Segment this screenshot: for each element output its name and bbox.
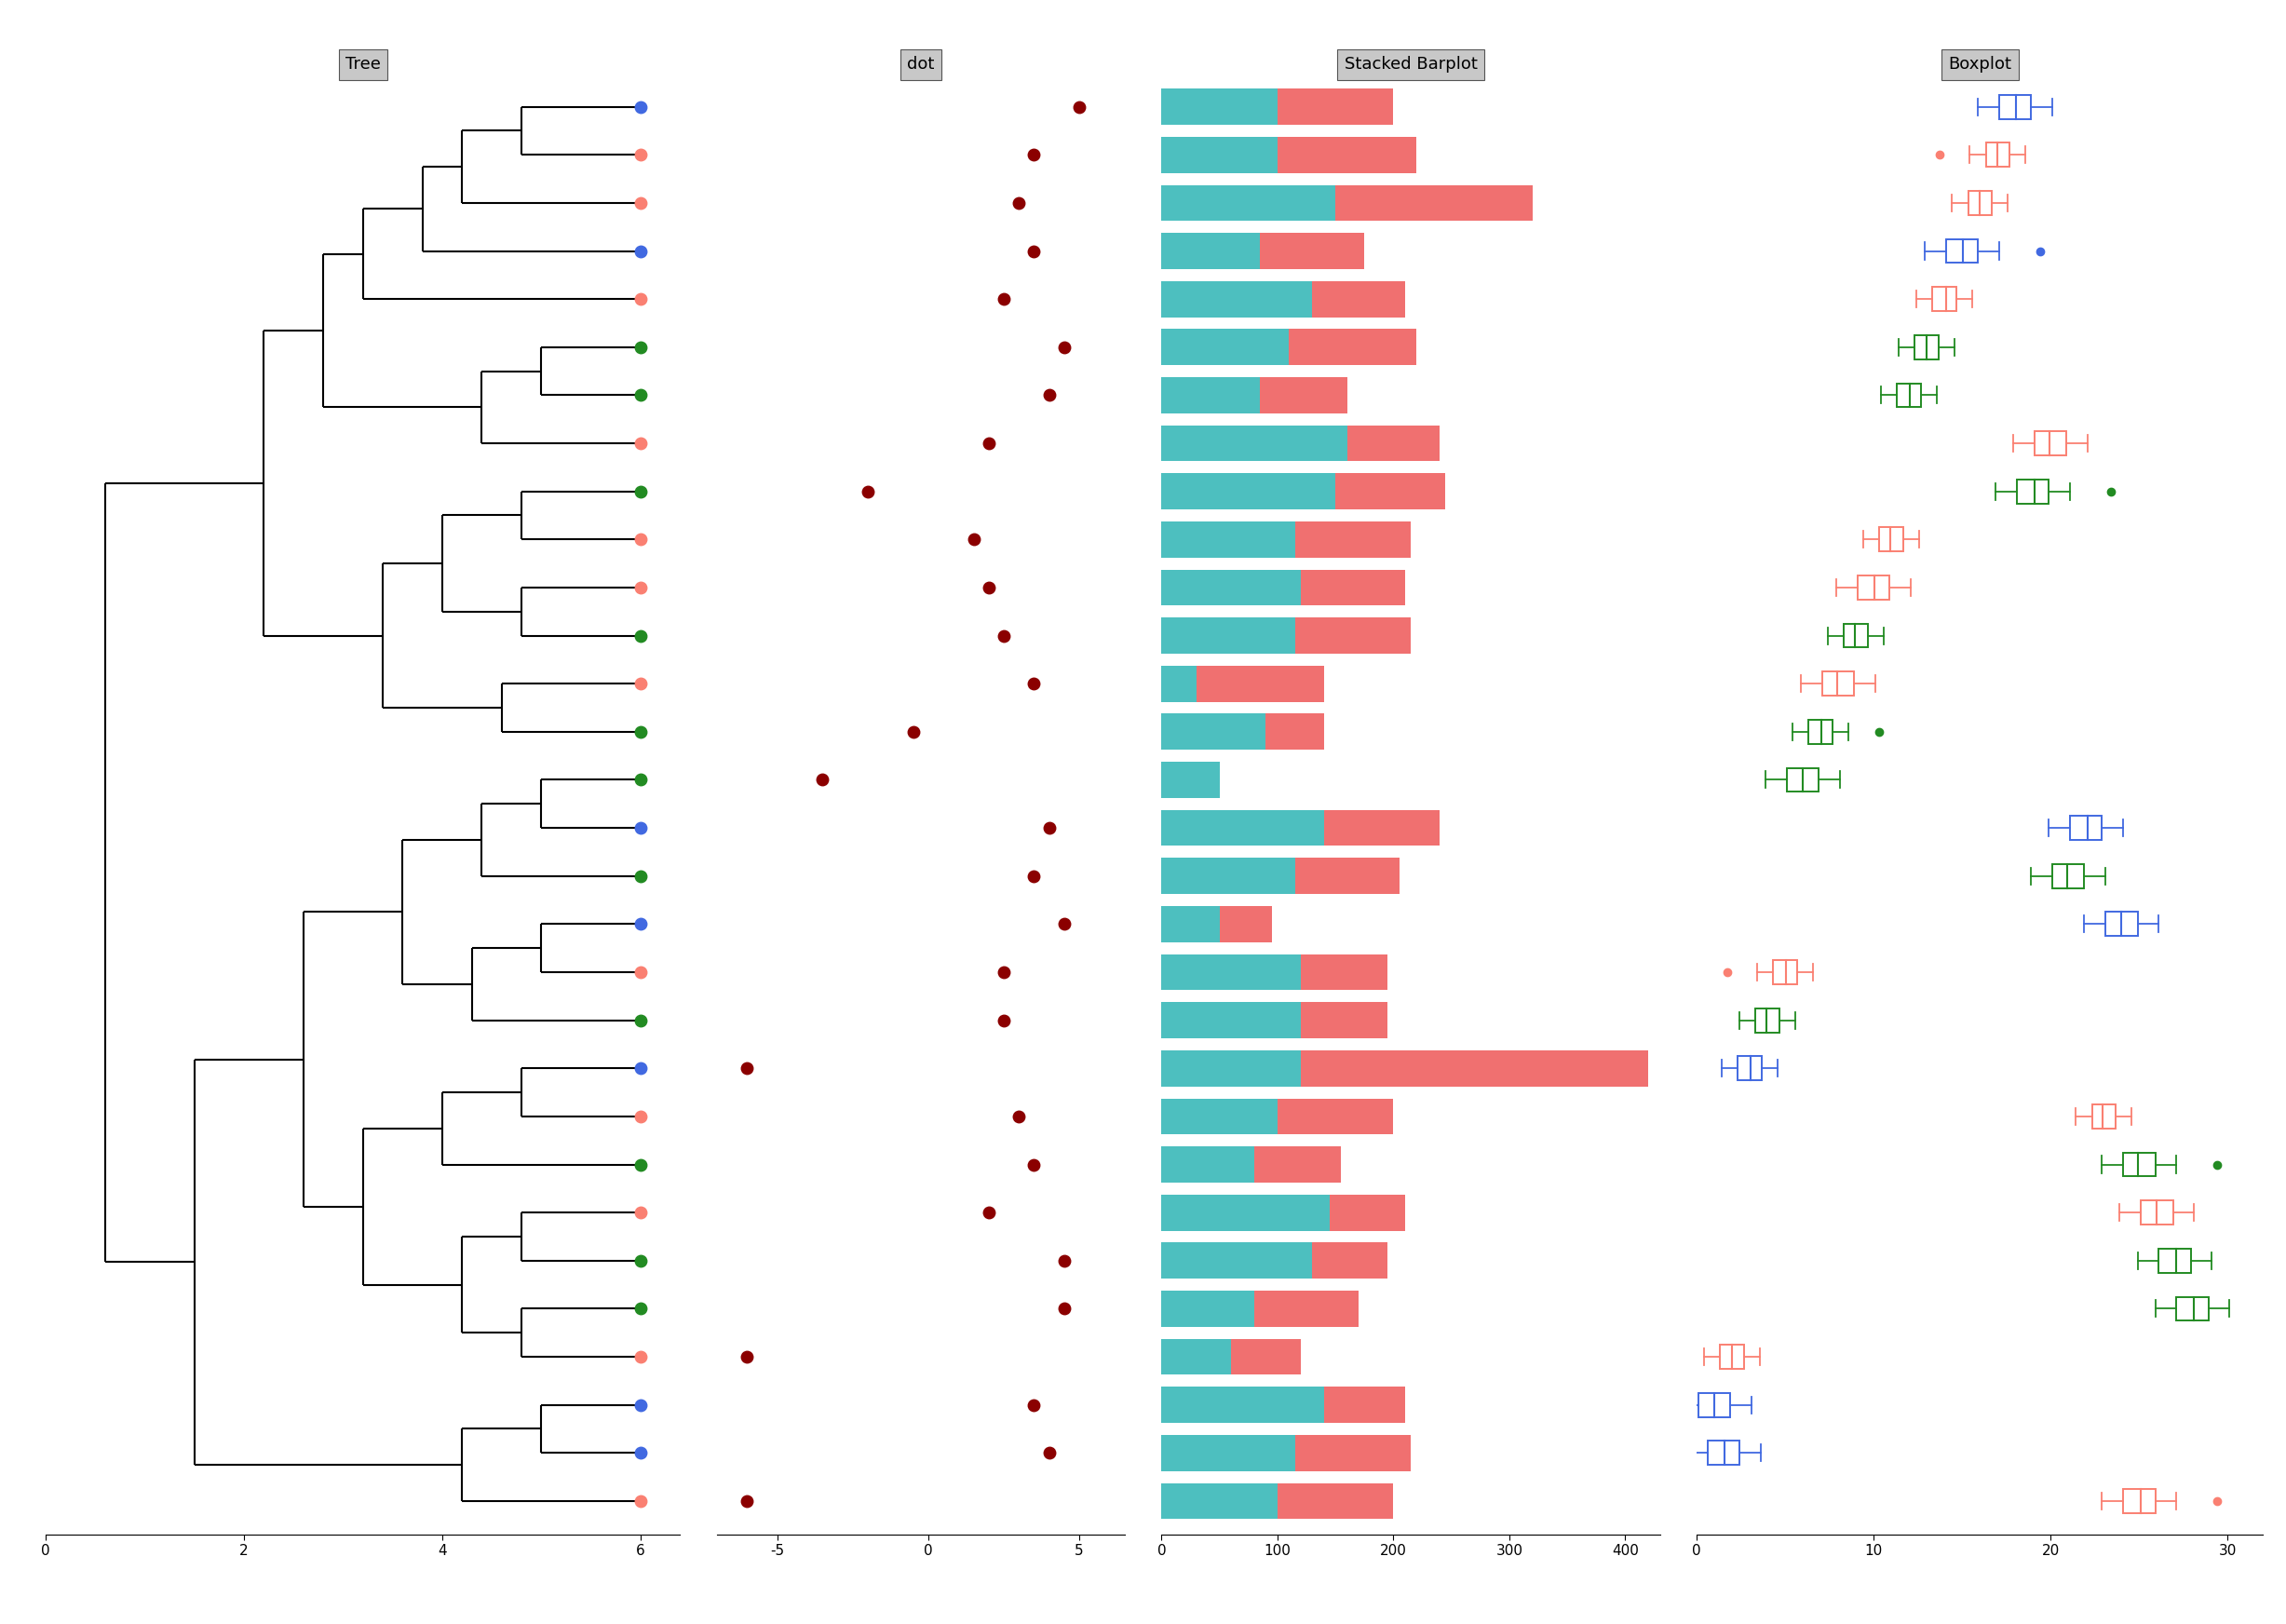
- Bar: [1255, 1147, 1342, 1182]
- FancyBboxPatch shape: [1756, 1009, 1779, 1033]
- Bar: [1330, 1195, 1406, 1231]
- Bar: [1278, 1483, 1394, 1518]
- FancyBboxPatch shape: [1721, 1345, 1744, 1369]
- Bar: [1161, 1147, 1255, 1182]
- Bar: [1161, 810, 1324, 846]
- Bar: [1161, 1291, 1255, 1327]
- Bar: [1161, 762, 1218, 797]
- Bar: [1301, 1051, 1648, 1086]
- Bar: [1161, 473, 1335, 510]
- FancyBboxPatch shape: [2142, 1200, 2174, 1224]
- FancyBboxPatch shape: [2035, 432, 2067, 455]
- FancyBboxPatch shape: [2105, 913, 2137, 935]
- Bar: [1161, 1483, 1278, 1518]
- FancyBboxPatch shape: [2053, 864, 2085, 888]
- FancyBboxPatch shape: [1879, 528, 1904, 552]
- Bar: [1161, 1387, 1324, 1423]
- Bar: [1161, 136, 1278, 172]
- FancyBboxPatch shape: [1774, 960, 1797, 984]
- Bar: [1161, 281, 1312, 317]
- Bar: [1161, 425, 1346, 461]
- FancyBboxPatch shape: [2000, 94, 2032, 119]
- Bar: [1294, 521, 1410, 557]
- Title: Tree: Tree: [345, 57, 379, 73]
- Bar: [1161, 570, 1301, 606]
- Bar: [1161, 955, 1301, 991]
- Bar: [1278, 89, 1394, 125]
- Bar: [1312, 281, 1406, 317]
- Bar: [1260, 377, 1346, 412]
- Bar: [1161, 1002, 1301, 1038]
- Bar: [1161, 521, 1294, 557]
- Bar: [1161, 1242, 1312, 1278]
- Bar: [1161, 857, 1294, 895]
- Bar: [1335, 473, 1445, 510]
- Bar: [1161, 232, 1260, 270]
- Bar: [1301, 1002, 1388, 1038]
- Bar: [1161, 1051, 1301, 1086]
- Bar: [1289, 330, 1417, 365]
- Bar: [1255, 1291, 1358, 1327]
- Bar: [1278, 1098, 1394, 1135]
- Bar: [1294, 857, 1399, 895]
- FancyBboxPatch shape: [1808, 719, 1833, 744]
- Bar: [1218, 906, 1271, 942]
- Bar: [1278, 136, 1417, 172]
- Bar: [1324, 810, 1440, 846]
- FancyBboxPatch shape: [1945, 239, 1977, 263]
- Bar: [1232, 1338, 1301, 1376]
- FancyBboxPatch shape: [1822, 672, 1854, 695]
- Bar: [1294, 1436, 1410, 1471]
- Bar: [1346, 425, 1440, 461]
- Bar: [1301, 570, 1406, 606]
- FancyBboxPatch shape: [2176, 1296, 2208, 1320]
- FancyBboxPatch shape: [1698, 1393, 1731, 1416]
- Bar: [1312, 1242, 1388, 1278]
- FancyBboxPatch shape: [1897, 383, 1920, 408]
- FancyBboxPatch shape: [1932, 287, 1957, 312]
- Bar: [1324, 1387, 1406, 1423]
- FancyBboxPatch shape: [2158, 1249, 2190, 1273]
- FancyBboxPatch shape: [1968, 192, 1991, 214]
- Bar: [1294, 617, 1410, 653]
- Bar: [1161, 1098, 1278, 1135]
- Bar: [1260, 232, 1365, 270]
- Bar: [1161, 377, 1260, 412]
- FancyBboxPatch shape: [2124, 1489, 2156, 1514]
- FancyBboxPatch shape: [2071, 815, 2103, 840]
- Bar: [1301, 955, 1388, 991]
- Bar: [1161, 713, 1266, 750]
- FancyBboxPatch shape: [1987, 143, 2009, 167]
- FancyBboxPatch shape: [1916, 335, 1939, 359]
- Bar: [1161, 185, 1335, 221]
- Bar: [1161, 1195, 1330, 1231]
- Bar: [1196, 666, 1324, 702]
- Title: dot: dot: [908, 57, 935, 73]
- Bar: [1266, 713, 1324, 750]
- Bar: [1335, 185, 1532, 221]
- FancyBboxPatch shape: [2092, 1104, 2117, 1129]
- Bar: [1161, 617, 1294, 653]
- Bar: [1161, 666, 1196, 702]
- FancyBboxPatch shape: [1737, 1056, 1763, 1080]
- FancyBboxPatch shape: [2016, 479, 2048, 503]
- Bar: [1161, 1436, 1294, 1471]
- Title: Stacked Barplot: Stacked Barplot: [1344, 57, 1477, 73]
- FancyBboxPatch shape: [1788, 768, 1820, 793]
- Bar: [1161, 330, 1289, 365]
- FancyBboxPatch shape: [1845, 624, 1868, 648]
- FancyBboxPatch shape: [1708, 1440, 1740, 1465]
- FancyBboxPatch shape: [2124, 1153, 2156, 1176]
- Bar: [1161, 906, 1218, 942]
- Title: Boxplot: Boxplot: [1948, 57, 2012, 73]
- FancyBboxPatch shape: [1859, 575, 1891, 599]
- Bar: [1161, 89, 1278, 125]
- Bar: [1161, 1338, 1232, 1376]
